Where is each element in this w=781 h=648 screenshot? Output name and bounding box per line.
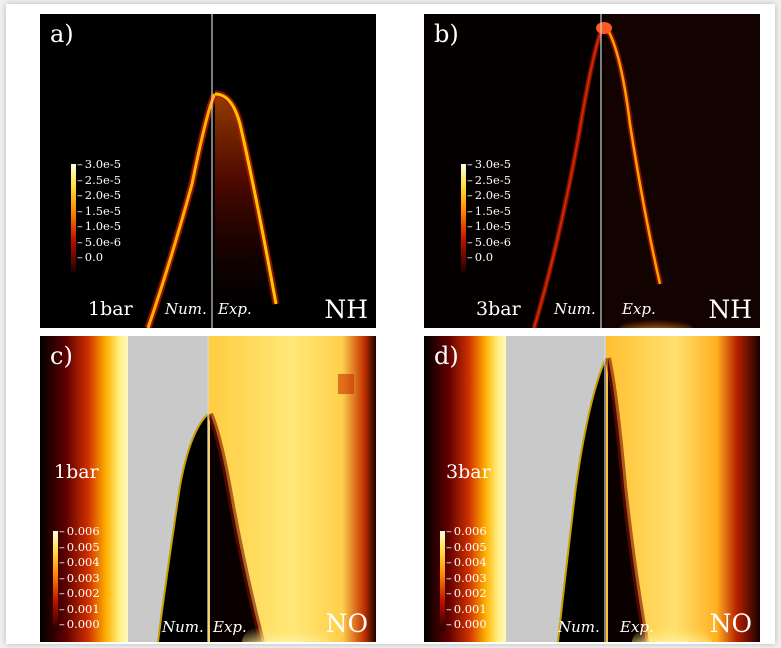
colorbar-tick: 2.0e-5: [77, 188, 121, 204]
panel-d-num-label: Num.: [558, 618, 600, 636]
panel-b-num-label: Num.: [554, 300, 596, 318]
figure-frame: a) 3.0e-5 2.5e-5 2.0e-5 1.5e-5 1.0e-5 5.…: [6, 4, 775, 644]
panel-a-num-label: Num.: [165, 300, 207, 318]
panel-a-species: NH: [324, 295, 368, 324]
panel-a-label: a): [50, 20, 74, 48]
panel-b: b) 3.0e-5 2.5e-5 2.0e-5 1.5e-5 1.0e-5 5.…: [424, 14, 760, 328]
panel-d-exp-label: Exp.: [620, 618, 654, 636]
colorbar-tick: 3.0e-5: [467, 157, 511, 173]
colorbar-tick: 0.000: [59, 617, 100, 633]
colorbar-tick: 0.004: [446, 555, 487, 571]
panel-b-pressure: 3bar: [476, 298, 521, 320]
colorbar-tick: 0.000: [446, 617, 487, 633]
colorbar-tick: 0.005: [446, 540, 487, 556]
colorbar-tick: 0.005: [59, 540, 100, 556]
colorbar-tick: 0.0: [77, 250, 121, 266]
panel-b-label: b): [434, 20, 459, 48]
colorbar-tick: 0.003: [446, 571, 487, 587]
colorbar-tick: 0.0: [467, 250, 511, 266]
panel-a-exp-label: Exp.: [218, 300, 252, 318]
colorbar-tick: 1.0e-5: [467, 219, 511, 235]
panel-a-colorbar-ticks: 3.0e-5 2.5e-5 2.0e-5 1.5e-5 1.0e-5 5.0e-…: [77, 157, 121, 266]
colorbar-tick: 0.004: [59, 555, 100, 571]
colorbar-tick: 2.5e-5: [467, 173, 511, 189]
colorbar-tick: 0.006: [446, 524, 487, 540]
colorbar-tick: 0.001: [59, 602, 100, 618]
colorbar-tick: 1.5e-5: [467, 204, 511, 220]
panel-c: c) 1bar 0.006 0.005 0.004 0.003 0.002 0.…: [40, 336, 376, 642]
colorbar-tick: 3.0e-5: [77, 157, 121, 173]
colorbar-tick: 0.001: [446, 602, 487, 618]
panel-b-species: NH: [708, 295, 752, 324]
panel-c-label: c): [50, 342, 73, 370]
panel-c-image: [40, 336, 376, 642]
panel-c-colorbar-ticks: 0.006 0.005 0.004 0.003 0.002 0.001 0.00…: [59, 524, 100, 633]
colorbar-tick: 0.002: [59, 586, 100, 602]
panel-b-exp-label: Exp.: [622, 300, 656, 318]
panel-c-num-label: Num.: [162, 618, 204, 636]
colorbar-tick: 5.0e-6: [77, 235, 121, 251]
panel-d-colorbar-ticks: 0.006 0.005 0.004 0.003 0.002 0.001 0.00…: [446, 524, 487, 633]
colorbar-tick: 0.002: [446, 586, 487, 602]
colorbar-tick: 2.0e-5: [467, 188, 511, 204]
panel-a: a) 3.0e-5 2.5e-5 2.0e-5 1.5e-5 1.0e-5 5.…: [40, 14, 376, 328]
colorbar-tick: 1.5e-5: [77, 204, 121, 220]
panel-c-species: NO: [325, 609, 368, 638]
panel-d-label: d): [434, 342, 459, 370]
panel-d-pressure: 3bar: [446, 461, 491, 483]
colorbar-tick: 0.006: [59, 524, 100, 540]
colorbar-tick: 2.5e-5: [77, 173, 121, 189]
panel-b-colorbar-ticks: 3.0e-5 2.5e-5 2.0e-5 1.5e-5 1.0e-5 5.0e-…: [467, 157, 511, 266]
colorbar-tick: 1.0e-5: [77, 219, 121, 235]
colorbar-tick: 5.0e-6: [467, 235, 511, 251]
panel-c-pressure: 1bar: [54, 461, 99, 483]
panel-a-pressure: 1bar: [88, 298, 133, 320]
panel-d-species: NO: [709, 609, 752, 638]
colorbar-tick: 0.003: [59, 571, 100, 587]
panel-c-exp-label: Exp.: [213, 618, 247, 636]
panel-d: d) 3bar 0.006 0.005 0.004 0.003 0.002 0.…: [424, 336, 760, 642]
